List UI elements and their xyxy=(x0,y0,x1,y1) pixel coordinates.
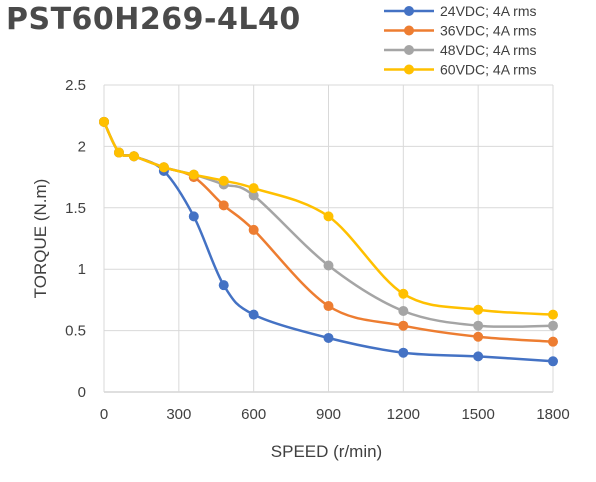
y-axis-title: TORQUE (N.m) xyxy=(31,179,50,299)
series-lines xyxy=(99,116,558,367)
data-point xyxy=(248,190,259,201)
data-point xyxy=(398,347,409,358)
y-tick-label: 2.5 xyxy=(65,77,86,94)
chart-title: PST60H269-4L40 xyxy=(6,2,301,37)
data-point xyxy=(248,309,259,320)
data-point xyxy=(548,336,558,347)
data-point xyxy=(473,351,484,362)
data-point xyxy=(218,280,229,291)
data-point xyxy=(548,356,558,367)
legend-label: 36VDC; 4A rms xyxy=(440,23,536,39)
data-point xyxy=(323,260,334,271)
legend-label: 24VDC; 4A rms xyxy=(440,3,536,19)
x-tick-label: 1800 xyxy=(536,406,569,423)
data-point xyxy=(473,304,484,315)
y-tick-label: 0 xyxy=(78,384,86,401)
x-tick-label: 1500 xyxy=(461,406,494,423)
data-point xyxy=(398,288,409,299)
legend-swatch-marker xyxy=(404,6,414,16)
data-point xyxy=(473,320,484,331)
legend-swatch-marker xyxy=(404,45,414,55)
data-point xyxy=(548,320,558,331)
x-tick-label: 0 xyxy=(100,406,108,423)
data-point xyxy=(248,224,259,235)
y-tick-label: 0.5 xyxy=(65,323,86,340)
axes: 0 0.5 1 1.5 2 2.5 0 300 600 900 1200 1500 1800 xyxy=(65,77,570,423)
data-point xyxy=(323,301,334,312)
x-tick-label: 300 xyxy=(166,406,191,423)
data-point xyxy=(158,162,169,173)
data-point xyxy=(398,305,409,316)
data-point xyxy=(99,116,109,127)
x-tick-label: 900 xyxy=(316,406,341,423)
legend-label: 48VDC; 4A rms xyxy=(440,42,536,58)
data-point xyxy=(218,200,229,211)
x-tick-label: 1200 xyxy=(387,406,420,423)
data-point xyxy=(218,175,229,186)
legend-label: 60VDC; 4A rms xyxy=(440,62,536,78)
data-point xyxy=(473,331,484,342)
data-point xyxy=(188,211,199,222)
legend: 24VDC; 4A rms 36VDC; 4A rms 48VDC; 4A rms 6… xyxy=(384,3,536,78)
data-point xyxy=(323,332,334,343)
y-tick-label: 1.5 xyxy=(65,200,86,217)
data-point xyxy=(548,309,558,320)
data-point xyxy=(113,147,124,158)
data-point xyxy=(128,151,139,162)
y-tick-label: 1 xyxy=(78,261,86,278)
legend-swatch-marker xyxy=(404,25,414,36)
x-tick-label: 600 xyxy=(241,406,266,423)
legend-swatch-marker xyxy=(404,64,414,75)
data-point xyxy=(188,169,199,180)
x-axis-title: SPEED (r/min) xyxy=(271,442,382,461)
data-point xyxy=(248,183,259,194)
grid xyxy=(103,84,554,393)
data-point xyxy=(398,320,409,331)
data-point xyxy=(323,211,334,222)
y-tick-label: 2 xyxy=(78,138,86,155)
